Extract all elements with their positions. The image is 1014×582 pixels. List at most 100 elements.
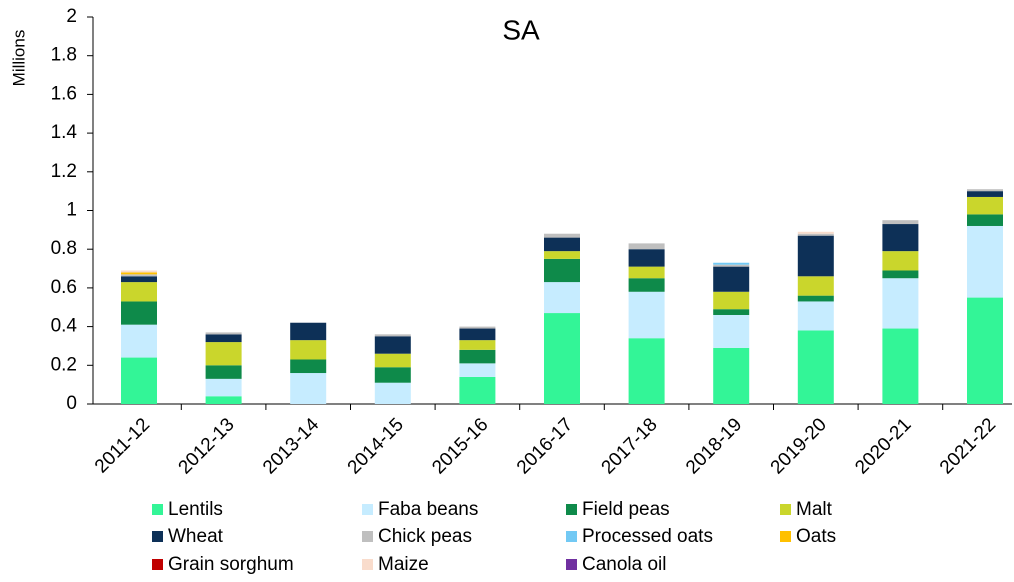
y-tick-label: 1.6 bbox=[51, 83, 77, 104]
bar-segment bbox=[459, 363, 496, 377]
bar-segment bbox=[713, 264, 750, 267]
legend-swatch bbox=[362, 559, 373, 570]
bar-segment bbox=[544, 258, 580, 283]
bar-segment bbox=[459, 349, 496, 364]
bar-segment bbox=[205, 334, 242, 343]
bar-segment bbox=[121, 282, 157, 302]
legend-swatch bbox=[152, 559, 163, 570]
legend-label: Malt bbox=[796, 499, 833, 520]
legend-label: Processed oats bbox=[582, 526, 713, 547]
legend-swatch bbox=[780, 504, 791, 515]
legend-swatch bbox=[152, 504, 163, 515]
bar-segment bbox=[459, 328, 496, 341]
legend-label: Canola oil bbox=[582, 554, 667, 575]
bar-segment bbox=[967, 297, 1003, 404]
bar-segment bbox=[459, 340, 496, 350]
legend-label: Oats bbox=[796, 526, 836, 547]
bar-segment bbox=[713, 309, 750, 315]
bar-segment bbox=[882, 278, 919, 329]
x-tick-label: 2014-15 bbox=[344, 414, 408, 478]
bar-segment bbox=[374, 367, 411, 383]
bar-segment bbox=[713, 262, 750, 265]
bar-segment bbox=[290, 373, 327, 404]
y-axis-label: Millions bbox=[9, 30, 28, 87]
bar-segment bbox=[967, 225, 1003, 298]
bar-segment bbox=[713, 266, 750, 292]
bar-segment bbox=[628, 249, 665, 267]
y-tick-label: 0.8 bbox=[51, 238, 77, 259]
x-tick-label: 2012-13 bbox=[175, 414, 239, 478]
bar-segment bbox=[628, 266, 665, 279]
bar-segment bbox=[544, 233, 580, 238]
bar-segment bbox=[290, 340, 327, 360]
legend-swatch bbox=[780, 531, 791, 542]
bar-segment bbox=[797, 301, 834, 331]
bar-segment bbox=[713, 314, 750, 348]
legend-label: Grain sorghum bbox=[168, 554, 294, 575]
y-tick-label: 1.4 bbox=[51, 122, 78, 143]
bar-segment bbox=[628, 278, 665, 292]
legend-swatch bbox=[362, 504, 373, 515]
bar-segment bbox=[374, 334, 411, 337]
bar-segment bbox=[713, 291, 750, 310]
x-tick-label: 2019-20 bbox=[767, 414, 831, 478]
bar-segment bbox=[544, 251, 580, 259]
y-tick-label: 0.4 bbox=[51, 316, 78, 337]
bar-segment bbox=[797, 295, 834, 302]
bar-segment bbox=[797, 276, 834, 296]
chart-title: SA bbox=[502, 14, 540, 45]
bar-segment bbox=[882, 220, 919, 225]
legend-label: Faba beans bbox=[378, 499, 478, 520]
bar-segment bbox=[882, 251, 919, 271]
x-tick-label: 2017-18 bbox=[598, 414, 662, 478]
y-tick-label: 0.2 bbox=[51, 354, 77, 375]
x-tick-label: 2011-12 bbox=[91, 414, 154, 477]
legend-swatch bbox=[566, 504, 577, 515]
bar-segment bbox=[205, 365, 242, 379]
x-tick-label: 2015-16 bbox=[428, 414, 492, 478]
bar-segment bbox=[628, 338, 665, 404]
bar-segment bbox=[374, 382, 411, 404]
bar-segment bbox=[205, 342, 242, 366]
bar-segment bbox=[121, 270, 157, 273]
bar-segment bbox=[544, 282, 580, 314]
bar-segment bbox=[967, 191, 1003, 197]
legend-label: Wheat bbox=[168, 526, 224, 547]
bar-segment bbox=[544, 313, 580, 404]
y-tick-label: 0 bbox=[66, 393, 77, 414]
bar-segment bbox=[967, 214, 1003, 226]
bar-segment bbox=[459, 376, 496, 404]
bar-segment bbox=[797, 330, 834, 404]
legend-label: Field peas bbox=[582, 499, 670, 520]
bar-segment bbox=[628, 291, 665, 339]
bar-segment bbox=[544, 237, 580, 252]
y-tick-label: 0.6 bbox=[51, 277, 77, 298]
bar-segment bbox=[205, 396, 242, 404]
bar-segment bbox=[121, 272, 157, 275]
bar-segment bbox=[374, 336, 411, 354]
x-tick-label: 2013-14 bbox=[259, 414, 323, 478]
legend-swatch bbox=[362, 531, 373, 542]
bar-segment bbox=[882, 224, 919, 252]
legend-swatch bbox=[566, 559, 577, 570]
bar-segment bbox=[967, 189, 1003, 192]
legend-swatch bbox=[566, 531, 577, 542]
bar-segment bbox=[121, 274, 157, 277]
bar-segment bbox=[121, 357, 157, 404]
bar-segment bbox=[797, 231, 834, 234]
bar-segment bbox=[882, 328, 919, 404]
y-tick-label: 1.2 bbox=[51, 161, 77, 182]
bar-segment bbox=[205, 378, 242, 397]
bar-segment bbox=[713, 347, 750, 404]
legend-label: Maize bbox=[378, 554, 429, 575]
legend-swatch bbox=[152, 531, 163, 542]
bar-segment bbox=[121, 324, 157, 358]
bar-segment bbox=[121, 301, 157, 325]
x-tick-label: 2016-17 bbox=[513, 414, 577, 478]
bar-segment bbox=[797, 235, 834, 277]
x-tick-label: 2021-22 bbox=[936, 414, 1000, 478]
bar-segment bbox=[882, 270, 919, 279]
x-tick-label: 2020-21 bbox=[851, 414, 915, 478]
bar-segment bbox=[628, 243, 665, 250]
